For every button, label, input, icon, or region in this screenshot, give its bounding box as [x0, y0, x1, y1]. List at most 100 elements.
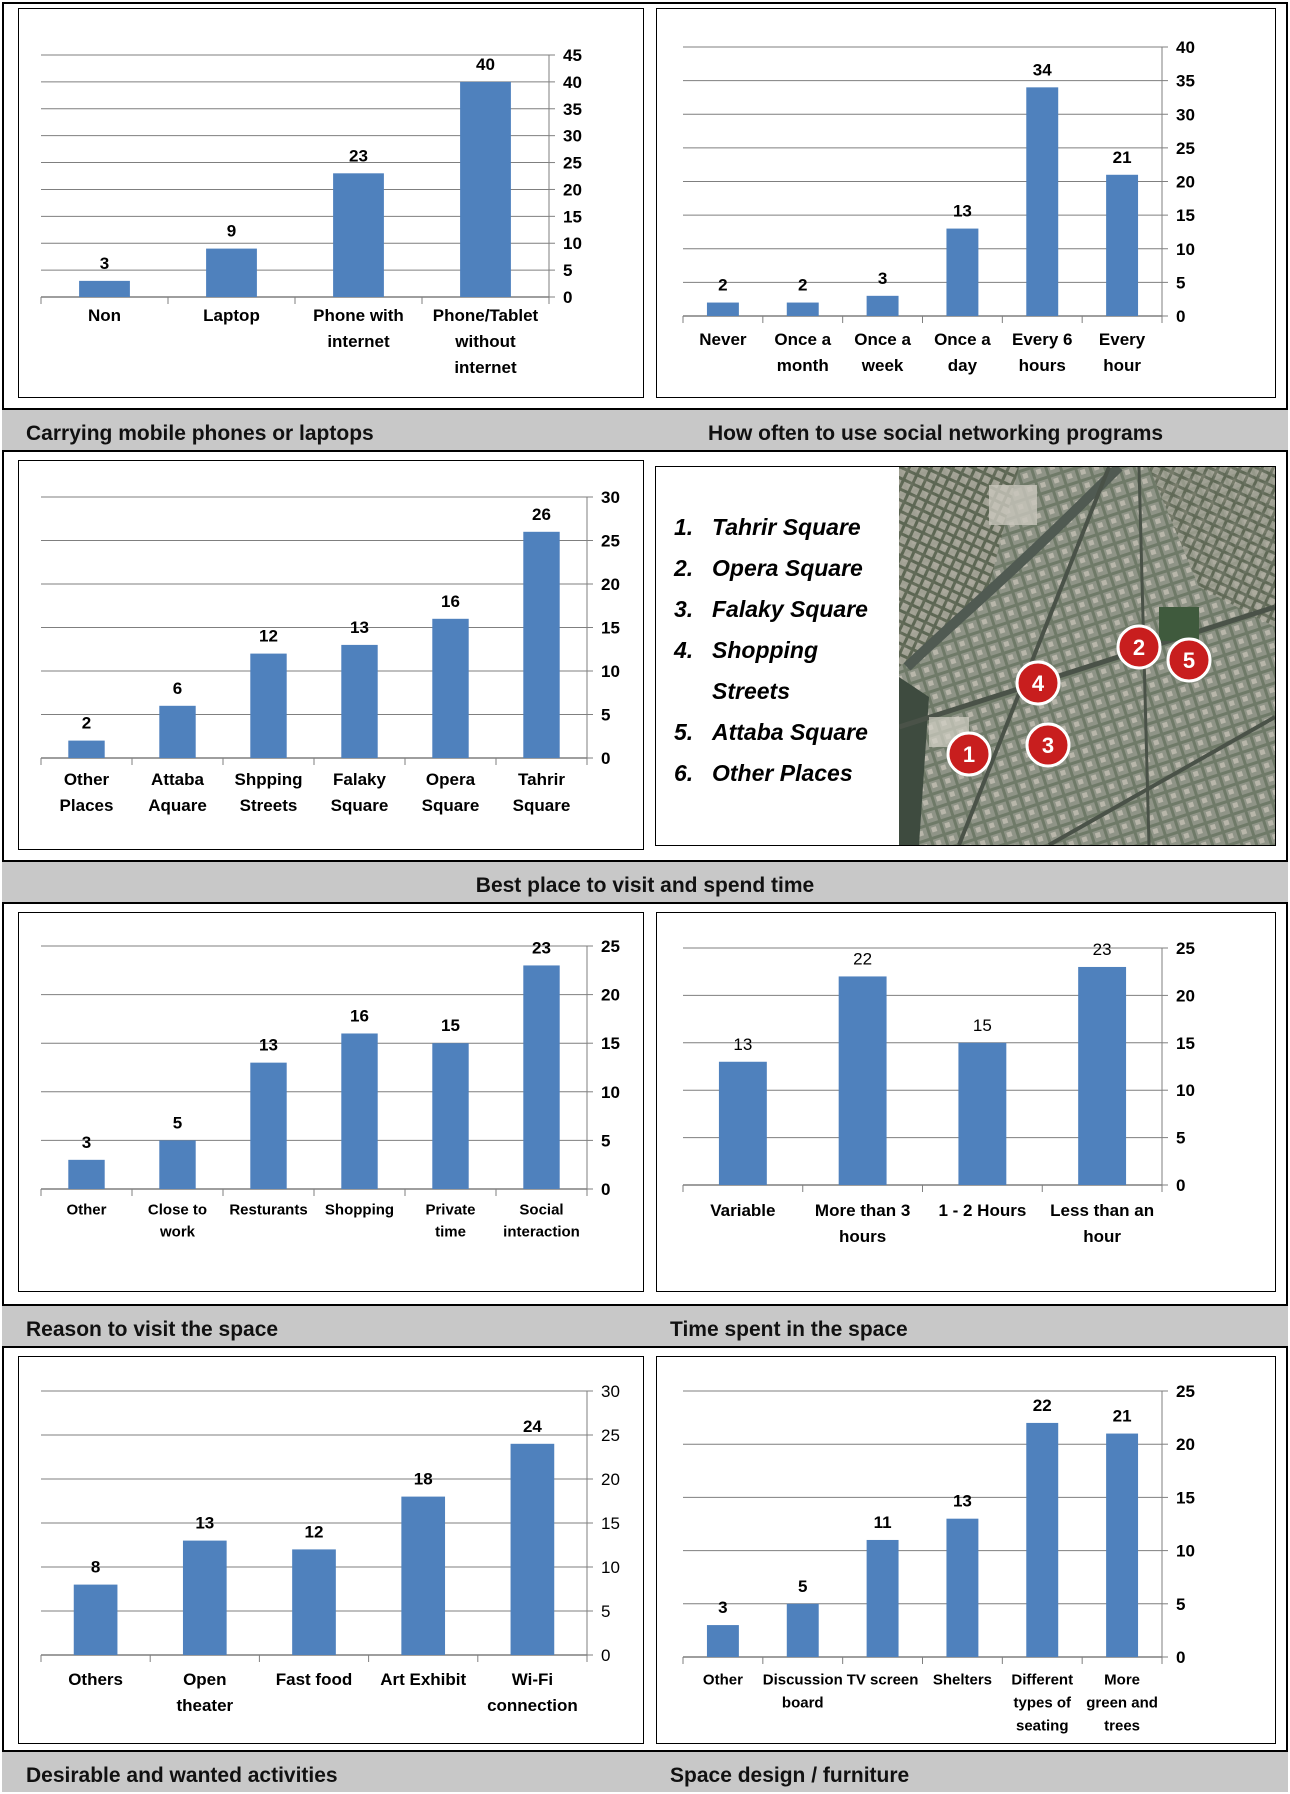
reason-bar [523, 965, 560, 1189]
design-data-label: 21 [1113, 1407, 1132, 1426]
y-tick-label: 30 [601, 488, 620, 507]
legend-item-6: 6. Other Places [674, 760, 853, 786]
design-bar [706, 1625, 739, 1657]
reason-plot: 0 5 10 15 20 25 3 Other 5 Close to work 13 Resturant… [40, 937, 620, 1240]
y-tick-label: 10 [601, 662, 620, 681]
map-legend-panel: 1. Tahrir Square 2. Opera Square 3. Falaky … [655, 466, 1276, 846]
reason-data-label: 15 [441, 1016, 460, 1035]
reason-category-label: Social interaction [503, 1201, 580, 1240]
best_place-category-label: Other Places [60, 770, 114, 815]
y-tick-label: 10 [1176, 1542, 1195, 1561]
best_place-data-label: 12 [259, 627, 278, 646]
social-data-label: 21 [1113, 148, 1132, 167]
best_place-plot: 0 5 10 15 20 25 30 2 Other Places 6 Attaba Aquare 12 S… [40, 488, 620, 815]
social-category-label: Every hour [1099, 330, 1146, 375]
y-tick-label: 10 [601, 1558, 620, 1577]
y-tick-label: 0 [1176, 1176, 1185, 1195]
caption-row-4: Desirable and wanted activities Space de… [2, 1750, 1288, 1792]
social-category-label: Never [699, 330, 747, 349]
reason-category-label: Shopping [325, 1201, 394, 1218]
social-data-label: 34 [1033, 60, 1052, 79]
satellite-map: 1 2 3 4 5 [899, 467, 1275, 845]
chart-carrying-panel: 0 5 10 15 20 25 30 35 40 45 3 Non 9 Laptop 23 Phone wit… [18, 8, 644, 398]
y-tick-label: 25 [563, 154, 582, 173]
svg-text:2: 2 [1133, 635, 1145, 660]
chart-design: 0 5 10 15 20 25 3 Other 5 Discussion board 11 TV scr… [682, 1382, 1195, 1734]
social-bar [1106, 174, 1139, 316]
chart-carrying: 0 5 10 15 20 25 30 35 40 45 3 Non 9 Laptop 23 Phone wit… [40, 46, 582, 377]
best_place-data-label: 6 [173, 679, 182, 698]
activities-data-label: 12 [305, 1522, 324, 1541]
caption-row-1: Carrying mobile phones or laptops How of… [2, 408, 1288, 452]
y-tick-label: 25 [601, 532, 620, 551]
social-data-label: 2 [718, 276, 727, 295]
y-tick-label: 25 [601, 937, 620, 956]
y-tick-label: 0 [601, 749, 610, 768]
best_place-bar [159, 705, 196, 758]
chart-activities-panel: 0 5 10 15 20 25 30 8 Others 13 Open theater 12 Fast f… [18, 1356, 644, 1744]
activities-bar [510, 1443, 555, 1655]
y-tick-label: 30 [563, 127, 582, 146]
best_place-bar [250, 653, 287, 758]
activities-plot: 0 5 10 15 20 25 30 8 Others 13 Open theater 12 Fast f… [40, 1382, 620, 1715]
y-tick-label: 15 [1176, 206, 1195, 225]
svg-text:3: 3 [1042, 733, 1054, 758]
y-tick-label: 30 [601, 1382, 620, 1401]
y-tick-label: 40 [563, 73, 582, 92]
activities-bar [182, 1540, 227, 1655]
design-category-label: TV screen [847, 1671, 919, 1688]
carrying-data-label: 9 [227, 222, 236, 241]
best_place-bar [341, 644, 378, 758]
social-plot: 0 5 10 15 20 25 30 35 40 2 Never 2 Once a month 3 Once … [682, 38, 1195, 375]
time_spent-data-label: 23 [1093, 940, 1112, 959]
y-tick-label: 25 [601, 1426, 620, 1445]
best_place-data-label: 16 [441, 592, 460, 611]
time_spent-data-label: 15 [973, 1016, 992, 1035]
map-legend-list: 1. Tahrir Square 2. Opera Square 3. Falaky … [674, 507, 882, 794]
carrying-category-label: Phone with internet [313, 306, 404, 351]
y-tick-label: 20 [601, 1470, 620, 1489]
social-bar [946, 228, 979, 316]
activities-category-label: Wi-Fi connection [487, 1670, 578, 1715]
reason-data-label: 16 [350, 1006, 369, 1025]
design-data-label: 5 [798, 1577, 807, 1596]
carrying-bar [79, 280, 130, 297]
time_spent-data-label: 22 [853, 949, 872, 968]
y-tick-label: 0 [601, 1180, 610, 1199]
activities-data-label: 24 [523, 1417, 542, 1436]
chart-reason: 0 5 10 15 20 25 3 Other 5 Close to work 13 Resturant… [40, 937, 620, 1240]
caption-activities: Desirable and wanted activities [26, 1764, 338, 1787]
best_place-category-label: Tahrir Square [513, 770, 571, 815]
y-tick-label: 10 [601, 1083, 620, 1102]
design-category-label: Discussion board [763, 1671, 843, 1711]
carrying-plot: 0 5 10 15 20 25 30 35 40 45 3 Non 9 Laptop 23 Phone wit… [40, 46, 582, 377]
y-tick-label: 45 [563, 46, 582, 65]
reason-category-label: Close to work [148, 1201, 207, 1240]
y-tick-label: 5 [601, 1602, 610, 1621]
y-tick-label: 20 [601, 986, 620, 1005]
caption-design: Space design / furniture [670, 1764, 910, 1787]
reason-data-label: 5 [173, 1113, 182, 1132]
y-tick-label: 20 [1176, 1435, 1195, 1454]
time_spent-bar [1078, 966, 1127, 1185]
activities-bar [292, 1549, 336, 1655]
chart-social: 0 5 10 15 20 25 30 35 40 2 Never 2 Once a month 3 Once … [682, 38, 1195, 375]
chart-time-spent-panel: 0 5 10 15 20 25 13 Variable 22 More than 3 hours 15… [656, 912, 1276, 1292]
legend-item-4: 4. Shopping Streets [674, 637, 819, 704]
caption-social: How often to use social networking progr… [708, 422, 1164, 445]
y-tick-label: 15 [601, 1034, 620, 1053]
time_spent-category-label: More than 3 hours [815, 1201, 910, 1246]
caption-carrying: Carrying mobile phones or laptops [26, 422, 374, 445]
y-tick-label: 0 [1176, 307, 1185, 326]
time_spent-bar [838, 976, 887, 1185]
chart-time-spent: 0 5 10 15 20 25 13 Variable 22 More than 3 hours 15… [682, 939, 1195, 1246]
design-bar [946, 1518, 979, 1657]
y-tick-label: 5 [563, 261, 572, 280]
map-marker-1: 1 [946, 731, 992, 777]
best_place-data-label: 26 [532, 505, 551, 524]
y-tick-label: 5 [601, 706, 610, 725]
y-tick-label: 20 [601, 575, 620, 594]
y-tick-label: 0 [1176, 1648, 1185, 1667]
carrying-category-label: Phone/Tablet without internet [433, 306, 539, 377]
design-category-label: Different types of seating [1011, 1671, 1073, 1734]
